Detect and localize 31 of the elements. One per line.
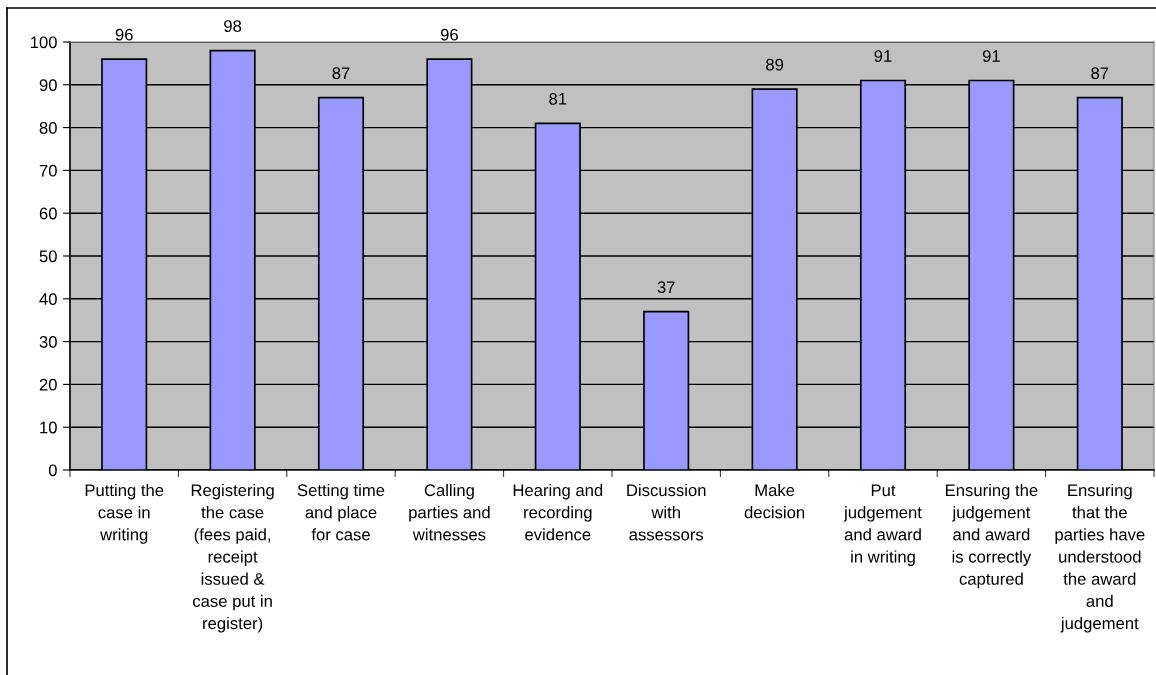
y-tick-label: 10 <box>40 421 57 434</box>
x-tick-label: Setting time and place for case <box>297 483 385 541</box>
y-tick-label: 100 <box>30 36 57 49</box>
data-label: 98 <box>224 20 242 32</box>
data-label: 37 <box>657 281 675 294</box>
y-tick-label: 0 <box>48 464 57 477</box>
x-tick-label: Ensuring that the parties have understood the award and judgement <box>1055 483 1145 633</box>
x-tick-label: Ensuring the judgement and award is correctly captured <box>945 483 1038 589</box>
y-tick-label: 60 <box>39 207 57 220</box>
data-label: 91 <box>874 50 892 62</box>
data-label: 91 <box>982 50 1000 62</box>
x-tick-label: Registering the case (fees paid, receipt issued & case put in register) <box>191 483 274 633</box>
x-tick-label: Put judgement and award in writing <box>843 484 922 566</box>
x-tick-label: Putting the case in writing <box>85 483 164 544</box>
y-tick-label: 50 <box>39 250 57 263</box>
y-tick-label: 80 <box>39 122 57 134</box>
data-label: 96 <box>440 28 458 41</box>
y-tick-label: 70 <box>39 164 57 177</box>
y-tick-label: 90 <box>39 79 57 91</box>
x-tick-label: Hearing and recording evidence <box>513 483 603 541</box>
data-label: 81 <box>549 92 567 105</box>
data-label: 89 <box>766 58 784 71</box>
x-tick-label: Calling parties and witnesses <box>409 483 490 541</box>
x-tick-label: Make decision <box>744 483 805 519</box>
data-label: 96 <box>115 28 133 41</box>
y-tick-label: 40 <box>39 293 57 305</box>
y-tick-label: 20 <box>39 378 57 391</box>
y-tick-label: 30 <box>39 336 57 348</box>
data-label: 87 <box>332 67 350 80</box>
x-tick-label: Discussion with assessors <box>627 483 706 541</box>
data-label: 87 <box>1091 67 1109 80</box>
